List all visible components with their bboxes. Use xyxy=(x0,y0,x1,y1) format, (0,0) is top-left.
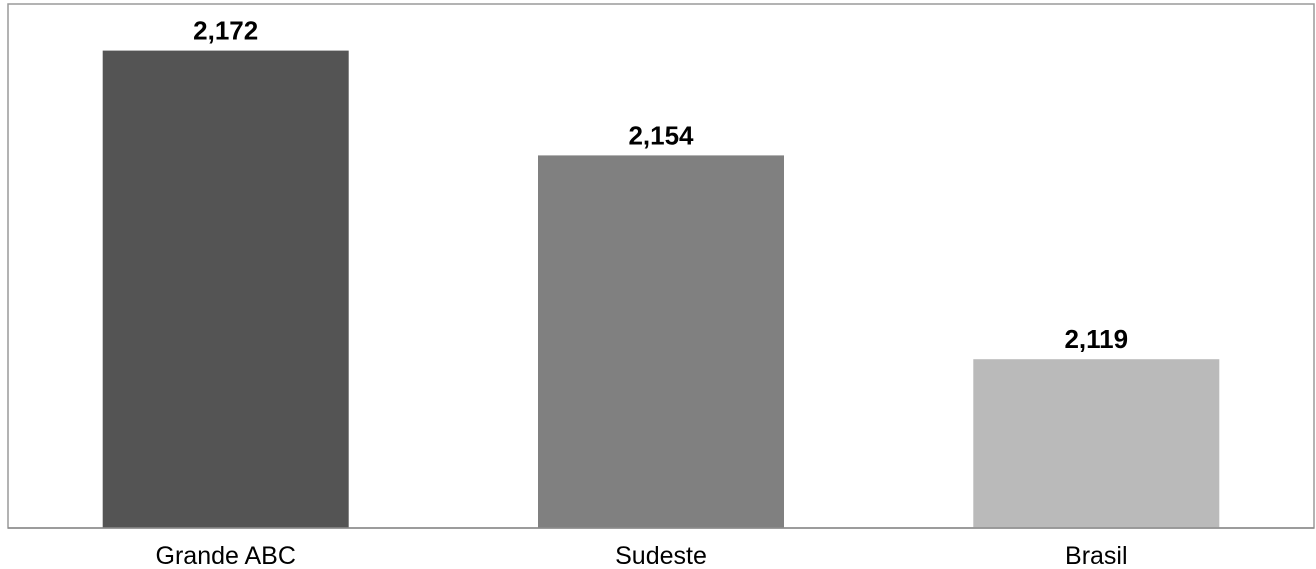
bar-brasil xyxy=(973,359,1220,528)
data-label: 2,172 xyxy=(193,16,258,46)
value-labels-layer: 2,172 2,154 2,119 xyxy=(193,16,1128,355)
category-tick-label: Brasil xyxy=(1065,542,1128,569)
category-tick-label: Grande ABC xyxy=(156,542,296,569)
bar-grande-abc xyxy=(102,50,349,528)
bars-layer xyxy=(102,50,1220,528)
data-label: 2,154 xyxy=(628,120,694,150)
data-label: 2,119 xyxy=(1064,324,1128,354)
bar-sudeste xyxy=(538,155,784,528)
category-tick-label: Sudeste xyxy=(615,542,707,569)
category-labels-layer: Grande ABC Sudeste Brasil xyxy=(156,542,1128,569)
